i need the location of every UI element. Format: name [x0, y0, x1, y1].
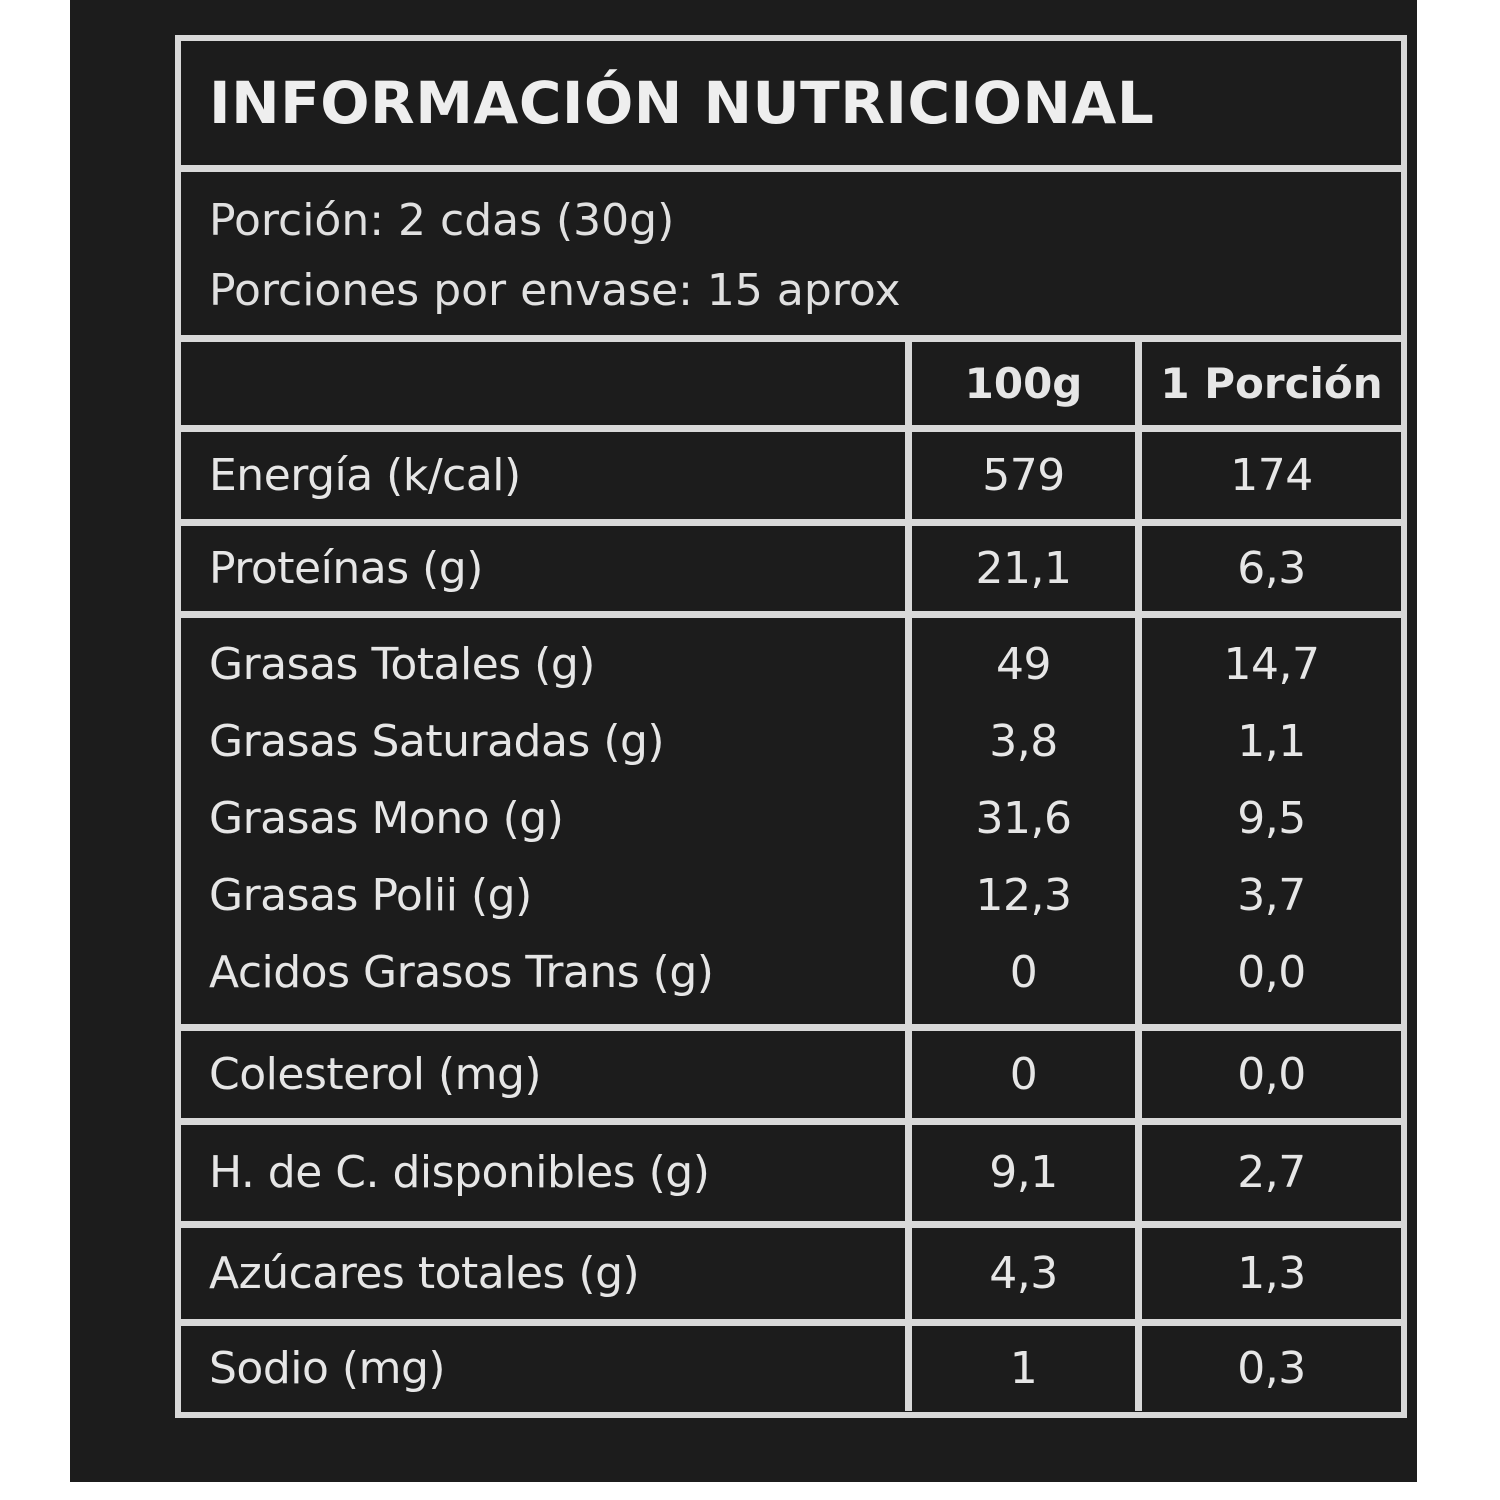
value-portion: 0,0	[1237, 947, 1306, 998]
value-portion-cell: 14,7 1,1 9,5 3,7 0,0	[1135, 618, 1401, 1024]
serving-row: Porción: 2 cdas (30g) Porciones por enva…	[181, 165, 1401, 335]
nutrient-label: Colesterol (mg)	[209, 1049, 542, 1100]
value-100g: 21,1	[975, 543, 1072, 594]
value-portion: 3,7	[1237, 870, 1306, 921]
nutrient-label: Grasas Totales (g)	[209, 639, 595, 690]
value-100g: 1	[1009, 1343, 1038, 1394]
value-100g: 9,1	[989, 1147, 1058, 1198]
nutrient-label: Energía (k/cal)	[209, 450, 521, 501]
header-portion: 1 Porción	[1135, 342, 1401, 425]
nutrient-label: Sodio (mg)	[209, 1343, 446, 1394]
nutrient-label-cell: Energía (k/cal)	[181, 432, 905, 519]
value-portion: 0,0	[1237, 1049, 1306, 1100]
value-100g-cell: 0	[905, 1031, 1135, 1118]
nutrient-label: Grasas Saturadas (g)	[209, 716, 665, 767]
nutrient-label: Azúcares totales (g)	[209, 1248, 640, 1299]
value-100g: 4,3	[989, 1248, 1058, 1299]
value-portion: 2,7	[1237, 1147, 1306, 1198]
value-portion-cell: 2,7	[1135, 1125, 1401, 1221]
value-100g: 579	[982, 450, 1065, 501]
nutrient-label-cell: H. de C. disponibles (g)	[181, 1125, 905, 1221]
nutrient-row: Grasas Totales (g) Grasas Saturadas (g) Gr…	[181, 611, 1401, 1024]
value-portion: 14,7	[1223, 639, 1320, 690]
value-100g-cell: 9,1	[905, 1125, 1135, 1221]
nutrient-label-cell: Azúcares totales (g)	[181, 1228, 905, 1319]
value-100g-cell: 4,3	[905, 1228, 1135, 1319]
table-title: INFORMACIÓN NUTRICIONAL	[209, 69, 1155, 137]
header-100g: 100g	[905, 342, 1135, 425]
value-100g-cell: 579	[905, 432, 1135, 519]
nutrient-label-cell: Proteínas (g)	[181, 526, 905, 611]
title-row: INFORMACIÓN NUTRICIONAL	[181, 41, 1401, 172]
value-portion: 1,3	[1237, 1248, 1306, 1299]
header-row: 100g 1 Porción	[181, 335, 1401, 425]
nutrient-row: Colesterol (mg) 0 0,0	[181, 1024, 1401, 1118]
value-portion-cell: 6,3	[1135, 526, 1401, 611]
header-label	[181, 342, 905, 425]
nutrient-row: H. de C. disponibles (g) 9,1 2,7	[181, 1118, 1401, 1221]
nutrient-label-cell: Sodio (mg)	[181, 1326, 905, 1411]
nutrient-row: Proteínas (g) 21,1 6,3	[181, 519, 1401, 611]
nutrient-row: Azúcares totales (g) 4,3 1,3	[181, 1221, 1401, 1319]
value-100g-cell: 49 3,8 31,6 12,3 0	[905, 618, 1135, 1024]
value-100g-cell: 1	[905, 1326, 1135, 1411]
value-portion-cell: 174	[1135, 432, 1401, 519]
nutrient-label: Grasas Polii (g)	[209, 870, 532, 921]
nutrient-label: Grasas Mono (g)	[209, 793, 564, 844]
servings-per-container: Porciones por envase: 15 aprox	[209, 265, 901, 316]
nutrient-label: Acidos Grasos Trans (g)	[209, 947, 714, 998]
value-portion: 9,5	[1237, 793, 1306, 844]
value-100g: 0	[1009, 947, 1038, 998]
value-portion-cell: 0,3	[1135, 1326, 1401, 1411]
value-portion-cell: 0,0	[1135, 1031, 1401, 1118]
value-100g: 49	[996, 639, 1052, 690]
nutrition-panel: INFORMACIÓN NUTRICIONAL Porción: 2 cdas …	[70, 0, 1417, 1482]
value-100g: 31,6	[975, 793, 1072, 844]
nutrient-label: Proteínas (g)	[209, 543, 483, 594]
value-100g-cell: 21,1	[905, 526, 1135, 611]
value-portion: 174	[1230, 450, 1313, 501]
value-portion: 0,3	[1237, 1343, 1306, 1394]
nutrient-row: Sodio (mg) 1 0,3	[181, 1319, 1401, 1411]
value-100g: 3,8	[989, 716, 1058, 767]
nutrition-table: INFORMACIÓN NUTRICIONAL Porción: 2 cdas …	[175, 35, 1407, 1418]
value-portion-cell: 1,3	[1135, 1228, 1401, 1319]
nutrient-label-cell: Colesterol (mg)	[181, 1031, 905, 1118]
nutrient-row: Energía (k/cal) 579 174	[181, 425, 1401, 519]
serving-size: Porción: 2 cdas (30g)	[209, 195, 675, 246]
value-portion: 6,3	[1237, 543, 1306, 594]
nutrient-label-cell: Grasas Totales (g) Grasas Saturadas (g) Gr…	[181, 618, 905, 1024]
value-portion: 1,1	[1237, 716, 1306, 767]
nutrient-label: H. de C. disponibles (g)	[209, 1147, 710, 1198]
value-100g: 0	[1009, 1049, 1038, 1100]
value-100g: 12,3	[975, 870, 1072, 921]
